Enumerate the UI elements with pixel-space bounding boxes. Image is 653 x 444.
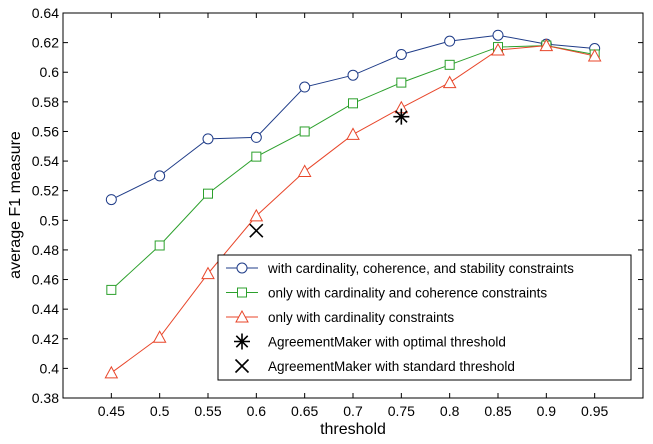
y-tick-label: 0.42 [32, 331, 59, 347]
data-point [152, 330, 167, 343]
y-tick-label: 0.5 [40, 212, 60, 228]
legend-label: only with cardinality and coherence cons… [268, 286, 547, 301]
legend-item: with cardinality, coherence, and stabili… [226, 261, 574, 276]
x-tick-label: 0.45 [98, 403, 125, 419]
y-tick-label: 0.52 [32, 183, 59, 199]
x-tick-label: 0.55 [194, 403, 221, 419]
y-tick-label: 0.38 [32, 390, 59, 406]
legend-label: with cardinality, coherence, and stabili… [267, 261, 574, 276]
x-axis: 0.45 0.5 0.55 0.6 0.65 0.7 0.75 0.8 0.85 0.9 0.95 [98, 13, 609, 419]
x-tick-label: 0.6 [247, 403, 267, 419]
x-axis-label: threshold [320, 421, 386, 438]
series-circle [105, 29, 601, 206]
legend-marker [234, 358, 250, 374]
legend-item: only with cardinality and coherence cons… [226, 286, 547, 301]
legend-marker [237, 287, 247, 298]
data-point [444, 35, 456, 47]
x-tick-label: 0.7 [343, 403, 363, 419]
data-point [154, 170, 166, 182]
data-point [104, 365, 119, 379]
y-tick-label: 0.44 [32, 301, 59, 317]
x-tick-label: 0.8 [440, 403, 460, 419]
legend-label: AgreementMaker with optimal threshold [268, 335, 506, 350]
y-axis: 0.38 0.4 0.42 0.44 0.46 0.48 0.5 0.52 0.54 0.56 0.… [32, 5, 643, 406]
point-cross [249, 223, 264, 238]
data-point [250, 131, 262, 143]
data-point [539, 38, 554, 52]
data-point [396, 77, 407, 88]
legend-marker [234, 333, 250, 350]
data-point [299, 126, 310, 137]
data-point [347, 69, 359, 81]
legend: with cardinality, coherence, and stabili… [217, 254, 632, 381]
y-tick-label: 0.64 [32, 5, 59, 21]
y-tick-label: 0.6 [40, 64, 60, 80]
series-triangle [104, 38, 602, 379]
x-tick-label: 0.9 [537, 403, 557, 419]
data-point [202, 133, 214, 145]
y-tick-label: 0.62 [32, 35, 59, 51]
data-point [299, 81, 311, 93]
data-point [249, 208, 264, 222]
data-point [491, 42, 505, 56]
legend-marker [236, 262, 248, 274]
legend-item: AgreementMaker with standard threshold [234, 358, 515, 374]
series-layer [104, 29, 602, 379]
data-point [395, 48, 407, 60]
data-point [203, 188, 213, 199]
data-point [297, 164, 312, 177]
data-point [106, 284, 117, 295]
legend-item: only with cardinality constraints [226, 309, 454, 325]
data-point [346, 127, 360, 140]
y-axis-label: average F1 measure [7, 131, 24, 279]
y-tick-label: 0.54 [32, 153, 59, 169]
legend-marker [235, 309, 249, 323]
y-tick-label: 0.46 [32, 272, 59, 288]
data-point [105, 194, 117, 206]
data-point [492, 29, 504, 41]
points-layer [249, 108, 410, 238]
x-tick-label: 0.85 [484, 403, 511, 419]
data-point [348, 98, 358, 109]
legend-label: only with cardinality constraints [268, 310, 454, 325]
y-tick-label: 0.58 [32, 94, 59, 110]
y-tick-label: 0.4 [40, 360, 60, 376]
y-tick-label: 0.48 [32, 242, 59, 258]
data-point [201, 266, 215, 280]
y-tick-label: 0.56 [32, 123, 59, 139]
point-asterisk [393, 108, 410, 125]
x-tick-label: 0.75 [388, 403, 415, 419]
x-tick-label: 0.95 [581, 403, 608, 419]
data-point [442, 75, 457, 89]
data-point [251, 151, 262, 162]
legend-item: AgreementMaker with optimal threshold [234, 333, 506, 350]
x-tick-label: 0.65 [291, 403, 318, 419]
legend-label: AgreementMaker with standard threshold [268, 359, 515, 374]
legend-box [217, 254, 632, 381]
x-tick-label: 0.5 [150, 403, 170, 419]
data-point [587, 48, 602, 62]
data-point [444, 59, 455, 70]
data-point [154, 240, 165, 251]
